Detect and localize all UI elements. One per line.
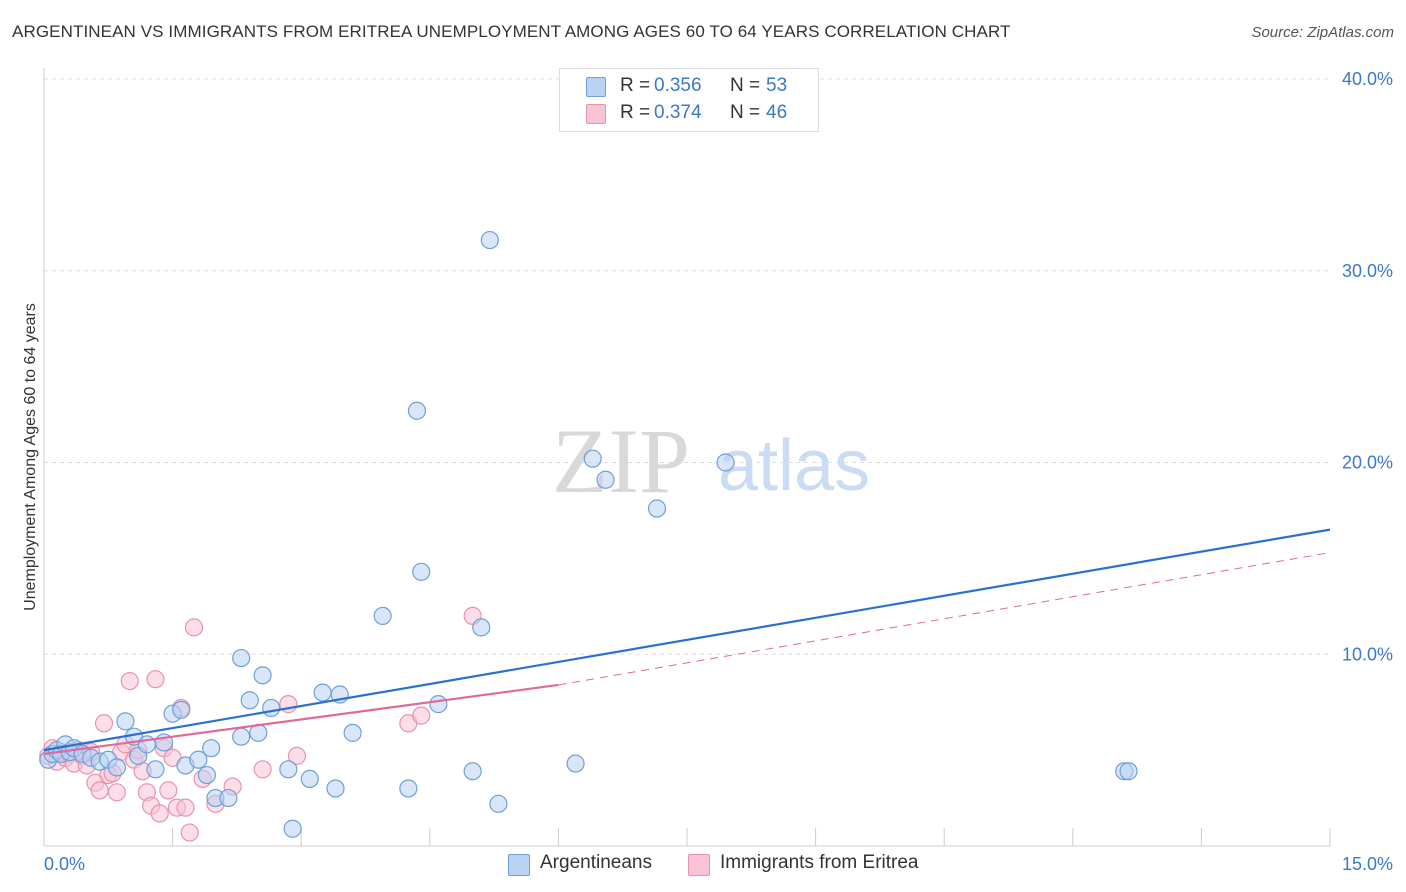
y-tick-labels: 10.0% 20.0% 30.0% 40.0% bbox=[1342, 69, 1393, 664]
series-argentineans-points bbox=[39, 230, 1138, 838]
argentinean-point bbox=[429, 695, 448, 714]
legend-swatch-pink bbox=[586, 104, 606, 124]
x-ticks bbox=[172, 828, 1331, 846]
legend-r-value: 0.356 bbox=[654, 75, 702, 96]
argentinean-point bbox=[146, 760, 165, 779]
eritrea-trend-line bbox=[43, 683, 559, 756]
eritrea-point bbox=[253, 760, 272, 779]
argentinean-point bbox=[1119, 762, 1138, 781]
eritrea-point bbox=[90, 781, 109, 800]
argentinean-point bbox=[283, 819, 302, 838]
eritrea-point bbox=[120, 671, 139, 691]
watermark: ZIP atlas bbox=[552, 410, 870, 512]
argentinean-point bbox=[197, 765, 216, 785]
argentinean-point bbox=[189, 750, 208, 769]
argentinean-point bbox=[463, 762, 482, 781]
legend-r-value: 0.374 bbox=[654, 102, 702, 123]
argentinean-point bbox=[240, 691, 259, 710]
bottom-legend-swatch-blue bbox=[508, 854, 530, 876]
argentinean-point bbox=[566, 754, 585, 773]
argentinean-point bbox=[300, 769, 319, 788]
bottom-legend-label: Immigrants from Eritrea bbox=[720, 852, 919, 873]
argentinean-point bbox=[262, 698, 281, 718]
argentinean-point bbox=[472, 618, 491, 637]
y-tick-label: 30.0% bbox=[1342, 261, 1393, 281]
eritrea-point bbox=[159, 781, 178, 800]
argentinean-point bbox=[412, 562, 431, 581]
legend-n-value: 53 bbox=[766, 75, 788, 96]
argentinean-point bbox=[232, 648, 251, 668]
argentinean-point bbox=[116, 712, 135, 731]
y-axis-label: Unemployment Among Ages 60 to 64 years bbox=[22, 303, 39, 611]
legend-n-label: N = bbox=[730, 75, 761, 96]
eritrea-point bbox=[412, 706, 431, 725]
argentinean-point bbox=[107, 758, 126, 777]
trend-lines bbox=[43, 528, 1331, 756]
x-tick-label-max: 15.0% bbox=[1342, 854, 1393, 874]
watermark-atlas: atlas bbox=[718, 426, 870, 506]
bottom-legend-swatch-pink bbox=[688, 854, 710, 876]
argentinean-point bbox=[313, 683, 332, 702]
argentinean-point bbox=[480, 230, 499, 250]
legend-r-label: R = bbox=[620, 102, 651, 123]
argentineans-trend-line bbox=[43, 528, 1331, 752]
argentinean-point bbox=[343, 723, 362, 742]
bottom-legend-label: Argentineans bbox=[540, 852, 652, 873]
eritrea-point bbox=[184, 618, 204, 637]
argentinean-point bbox=[219, 788, 238, 808]
argentinean-point bbox=[596, 470, 615, 489]
eritrea-trend-extension bbox=[558, 552, 1331, 686]
legend-swatch-blue bbox=[586, 77, 606, 97]
source-label: Source: ZipAtlas.com bbox=[1251, 24, 1394, 41]
argentinean-point bbox=[202, 739, 221, 758]
y-tick-label: 40.0% bbox=[1342, 69, 1393, 89]
argentinean-point bbox=[279, 760, 298, 779]
watermark-zip: ZIP bbox=[552, 410, 690, 512]
argentinean-point bbox=[489, 794, 508, 813]
chart-title: ARGENTINEAN VS IMMIGRANTS FROM ERITREA U… bbox=[12, 22, 1011, 41]
eritrea-point bbox=[94, 714, 114, 733]
argentinean-point bbox=[172, 700, 191, 719]
argentinean-point bbox=[407, 401, 427, 420]
gridlines bbox=[44, 78, 1330, 655]
eritrea-point bbox=[287, 746, 307, 765]
argentinean-point bbox=[399, 779, 418, 798]
argentinean-point bbox=[373, 606, 392, 626]
argentinean-point bbox=[253, 666, 272, 685]
legend-n-label: N = bbox=[730, 102, 761, 123]
y-tick-label: 20.0% bbox=[1342, 453, 1393, 473]
argentinean-point bbox=[583, 449, 602, 468]
correlation-legend: R = 0.356 N = 53 R = 0.374 N = 46 bbox=[559, 68, 819, 132]
eritrea-point bbox=[150, 804, 169, 823]
argentinean-point bbox=[716, 453, 735, 472]
argentinean-point bbox=[647, 499, 667, 518]
x-tick-label-min: 0.0% bbox=[44, 854, 85, 874]
eritrea-point bbox=[176, 798, 195, 817]
argentinean-point bbox=[232, 727, 251, 746]
eritrea-point bbox=[180, 823, 199, 842]
legend-n-value: 46 bbox=[766, 102, 788, 123]
legend-r-label: R = bbox=[620, 75, 651, 96]
eritrea-point bbox=[107, 783, 126, 802]
argentinean-point bbox=[326, 779, 345, 798]
eritrea-point bbox=[146, 670, 165, 689]
y-tick-label: 10.0% bbox=[1342, 644, 1393, 664]
